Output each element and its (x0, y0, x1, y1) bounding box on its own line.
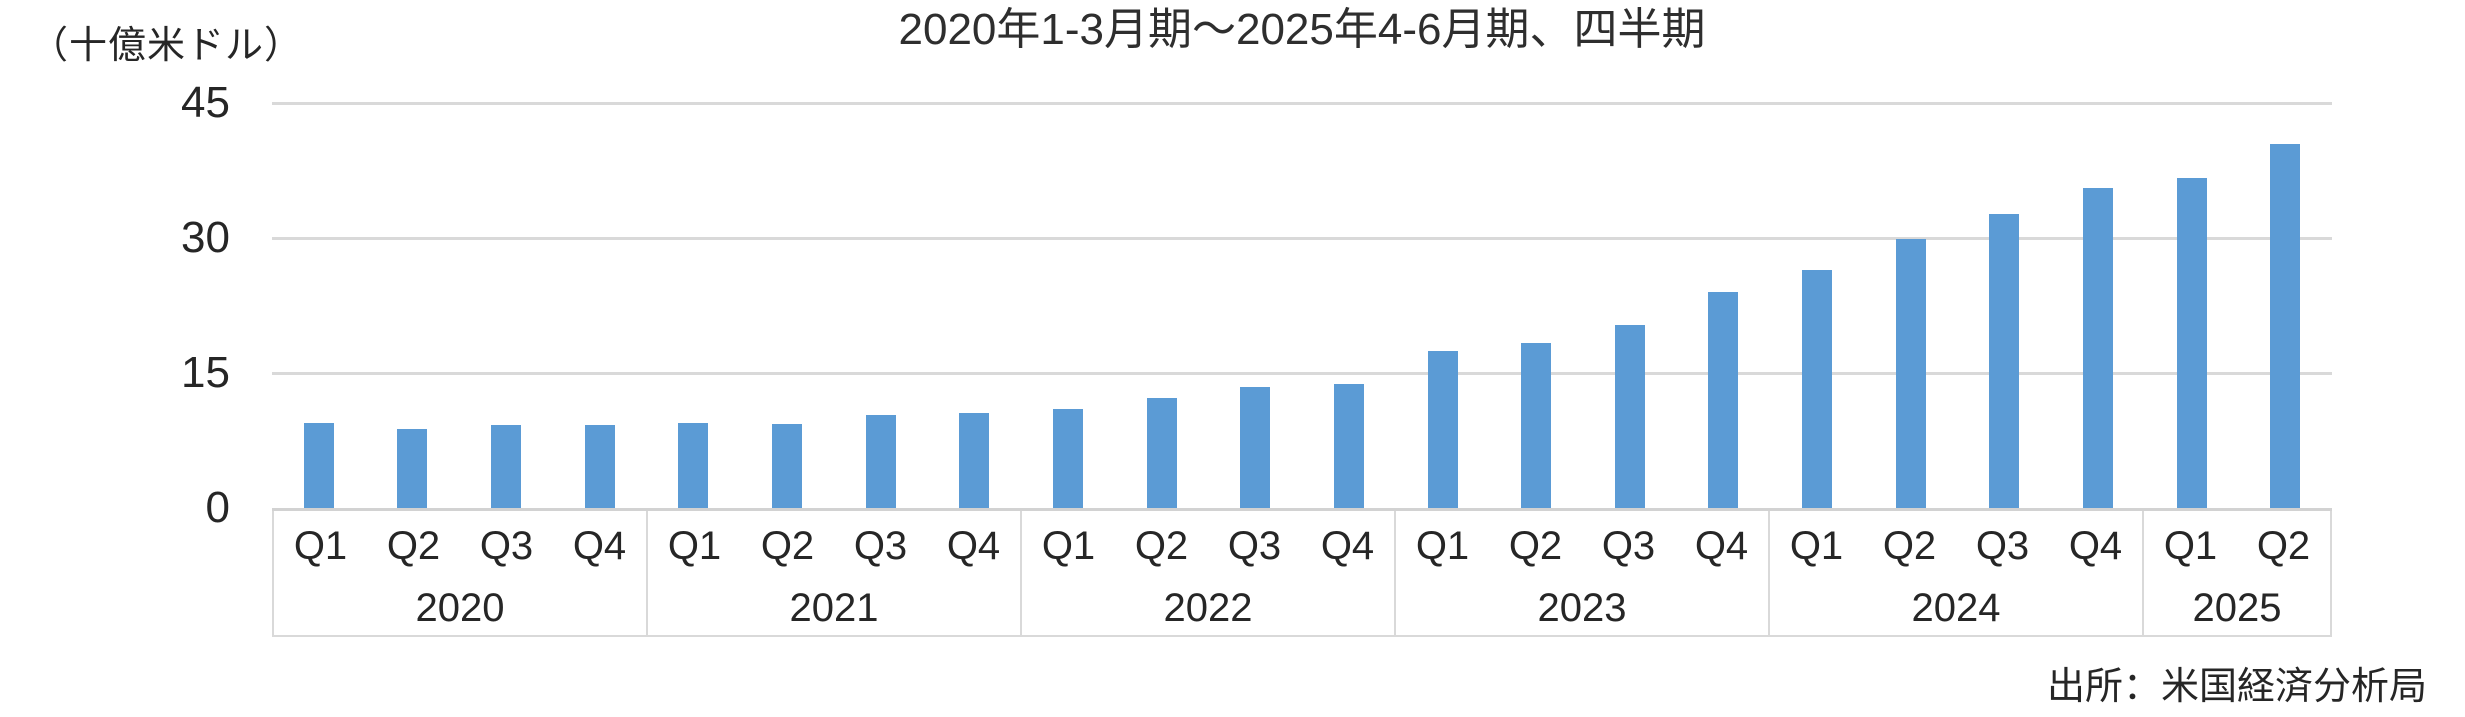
bar-slot-2024-Q4 (2051, 103, 2145, 508)
source-note: 出所：米国経済分析局 (2046, 666, 2427, 708)
x-group-2024: Q1 Q2 Q3 Q4 2024 (1768, 511, 2142, 635)
bar-2024-Q3 (1989, 213, 2020, 508)
bar-2020-Q1 (303, 423, 334, 508)
x-axis: Q1 Q2 Q3 Q4 2020 Q1 Q2 Q3 Q4 2021 Q1 Q2 Q3 Q4 2022 Q1 Q2… (272, 508, 2332, 637)
bar-2024-Q1 (1802, 270, 1833, 508)
bar-2022-Q2 (1146, 398, 1177, 508)
quarter-label-2024-Q2: Q2 (1882, 523, 1937, 568)
bar-slot-2020-Q1 (272, 103, 366, 508)
x-group-2020: Q1 Q2 Q3 Q4 2020 (272, 511, 646, 635)
bar-slot-2022-Q3 (1208, 103, 1302, 508)
quarter-label-2024-Q4: Q4 (2068, 523, 2123, 568)
bar-2022-Q1 (1052, 409, 1083, 508)
bar-2020-Q4 (584, 425, 615, 508)
quarter-row-2025: Q1 Q2 (2144, 511, 2330, 581)
plot-area (272, 101, 2332, 508)
bar-slot-2024-Q1 (1770, 103, 1864, 508)
quarter-label-2025-Q2: Q2 (2256, 523, 2311, 568)
quarter-label-2023-Q1: Q1 (1415, 523, 1470, 568)
quarter-label-2023-Q3: Q3 (1601, 523, 1656, 568)
quarter-label-2023-Q4: Q4 (1694, 523, 1749, 568)
quarter-label-2022-Q2: Q2 (1134, 523, 1189, 568)
bar-slot-2020-Q2 (366, 103, 460, 508)
bar-2021-Q1 (678, 422, 709, 508)
bar-slot-2021-Q1 (647, 103, 741, 508)
quarter-label-2020-Q1: Q1 (293, 523, 348, 568)
quarter-label-2020-Q2: Q2 (386, 523, 441, 568)
quarter-label-2021-Q4: Q4 (946, 523, 1001, 568)
bar-slot-2025-Q2 (2238, 103, 2332, 508)
chart-title: 2020年1-3月期～2025年4-6月期、四半期 (898, 5, 1706, 54)
year-label-2020: 2020 (415, 585, 505, 630)
x-group-2022: Q1 Q2 Q3 Q4 2022 (1020, 511, 1394, 635)
quarter-label-2025-Q1: Q1 (2163, 523, 2218, 568)
year-label-2022: 2022 (1163, 585, 1253, 630)
quarter-row-2021: Q1 Q2 Q3 Q4 (648, 511, 1020, 581)
bar-slot-2020-Q4 (553, 103, 647, 508)
bar-slot-2024-Q2 (1864, 103, 1958, 508)
bar-slot-2024-Q3 (1958, 103, 2052, 508)
bar-slot-2023-Q3 (1583, 103, 1677, 508)
quarter-row-2023: Q1 Q2 Q3 Q4 (1396, 511, 1768, 581)
bar-2023-Q4 (1708, 292, 1739, 508)
quarter-label-2023-Q2: Q2 (1508, 523, 1563, 568)
y-tick-30: 30 (181, 213, 230, 262)
bar-2020-Q2 (397, 428, 428, 508)
bar-2022-Q4 (1333, 383, 1364, 508)
year-label-2025: 2025 (2192, 585, 2282, 630)
bar-2025-Q2 (2270, 144, 2301, 508)
x-group-2021: Q1 Q2 Q3 Q4 2021 (646, 511, 1020, 635)
quarter-label-2021-Q3: Q3 (853, 523, 908, 568)
year-label-2021: 2021 (789, 585, 879, 630)
year-label-2023: 2023 (1537, 585, 1627, 630)
bar-slot-2021-Q4 (927, 103, 1021, 508)
gridline-30 (272, 236, 2332, 240)
quarter-label-2024-Q3: Q3 (1975, 523, 2030, 568)
quarter-label-2024-Q1: Q1 (1789, 523, 1844, 568)
bar-slot-2022-Q1 (1021, 103, 1115, 508)
bar-slot-2025-Q1 (2145, 103, 2239, 508)
bar-2023-Q3 (1614, 325, 1645, 508)
quarter-row-2024: Q1 Q2 Q3 Q4 (1770, 511, 2142, 581)
bar-2020-Q3 (491, 425, 522, 508)
bar-2023-Q1 (1427, 351, 1458, 508)
bars-layer (272, 103, 2332, 508)
y-tick-45: 45 (181, 78, 230, 127)
y-axis: 45 30 15 0 (0, 0, 230, 717)
y-axis-unit-label: （十億米ドル） (30, 25, 304, 67)
y-tick-15: 15 (181, 348, 230, 397)
gridline-45 (272, 101, 2332, 105)
quarter-label-2022-Q1: Q1 (1041, 523, 1096, 568)
bar-slot-2021-Q3 (834, 103, 928, 508)
bar-slot-2020-Q3 (459, 103, 553, 508)
bar-slot-2021-Q2 (740, 103, 834, 508)
x-group-2023: Q1 Q2 Q3 Q4 2023 (1394, 511, 1768, 635)
bar-slot-2023-Q1 (1396, 103, 1490, 508)
bar-slot-2022-Q4 (1302, 103, 1396, 508)
quarter-label-2021-Q1: Q1 (667, 523, 722, 568)
bar-2025-Q1 (2176, 177, 2207, 508)
bar-2024-Q2 (1895, 238, 1926, 508)
bar-2021-Q2 (772, 424, 803, 508)
y-tick-0: 0 (205, 483, 230, 532)
quarter-label-2020-Q3: Q3 (479, 523, 534, 568)
quarter-label-2021-Q2: Q2 (760, 523, 815, 568)
bar-2023-Q2 (1521, 343, 1552, 508)
year-label-2024: 2024 (1911, 585, 2001, 630)
bar-slot-2023-Q4 (1677, 103, 1771, 508)
x-group-2025: Q1 Q2 2025 (2142, 511, 2332, 635)
quarter-label-2022-Q4: Q4 (1320, 523, 1375, 568)
bar-2024-Q4 (2082, 187, 2113, 508)
quarter-label-2020-Q4: Q4 (572, 523, 627, 568)
bar-slot-2023-Q2 (1489, 103, 1583, 508)
bar-2021-Q3 (865, 415, 896, 508)
bar-2022-Q3 (1240, 387, 1271, 508)
gridline-15 (272, 371, 2332, 375)
quarter-label-2022-Q3: Q3 (1227, 523, 1282, 568)
quarter-row-2020: Q1 Q2 Q3 Q4 (274, 511, 646, 581)
bar-2021-Q4 (959, 412, 990, 508)
bar-slot-2022-Q2 (1115, 103, 1209, 508)
quarter-row-2022: Q1 Q2 Q3 Q4 (1022, 511, 1394, 581)
